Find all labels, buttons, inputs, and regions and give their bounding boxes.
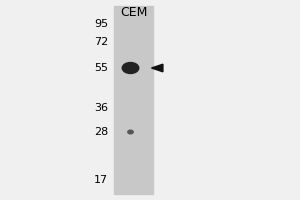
Text: 36: 36: [94, 103, 108, 113]
Polygon shape: [152, 64, 163, 72]
Text: 17: 17: [94, 175, 108, 185]
Bar: [114, 6, 153, 194]
Text: 95: 95: [94, 19, 108, 29]
Text: 55: 55: [94, 63, 108, 73]
Ellipse shape: [122, 62, 139, 73]
Text: 72: 72: [94, 37, 108, 47]
Text: CEM: CEM: [120, 6, 147, 19]
Ellipse shape: [128, 130, 133, 134]
Text: 28: 28: [94, 127, 108, 137]
